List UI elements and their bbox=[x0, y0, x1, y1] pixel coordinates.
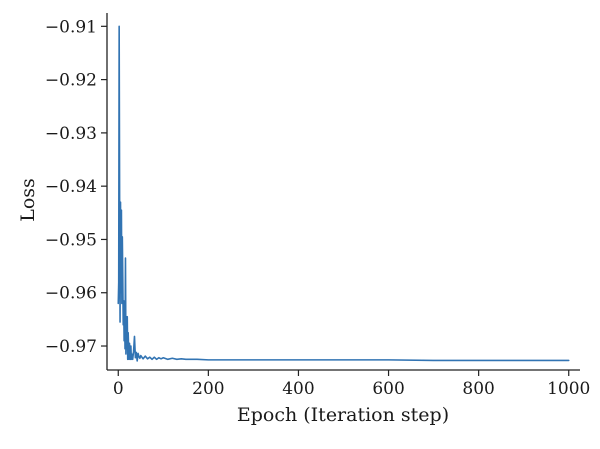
y-axis-ticks: −0.91 −0.92 −0.93 −0.94 −0.95 −0.96 −0.97 bbox=[45, 17, 107, 357]
y-axis-label: Loss bbox=[17, 178, 39, 222]
y-tick-label: −0.92 bbox=[45, 71, 97, 91]
x-tick-label: 800 bbox=[462, 379, 494, 399]
x-tick-label: 400 bbox=[282, 379, 314, 399]
x-tick-label: 1000 bbox=[547, 379, 590, 399]
x-tick-label: 200 bbox=[192, 379, 224, 399]
y-tick-label: −0.94 bbox=[45, 177, 97, 197]
x-axis-label: Epoch (Iteration step) bbox=[237, 404, 449, 426]
loss-series-line bbox=[117, 25, 570, 362]
y-tick-label: −0.91 bbox=[45, 17, 97, 37]
x-tick-label: 600 bbox=[372, 379, 404, 399]
y-tick-label: −0.93 bbox=[45, 124, 97, 144]
y-tick-label: −0.95 bbox=[45, 230, 97, 250]
axes-spines bbox=[106, 13, 580, 371]
plot-area bbox=[117, 25, 570, 362]
x-tick-label: 0 bbox=[113, 379, 124, 399]
y-tick-label: −0.96 bbox=[45, 284, 97, 304]
y-tick-label: −0.97 bbox=[45, 337, 97, 357]
x-axis-ticks: 0 200 400 600 800 1000 bbox=[113, 370, 590, 399]
